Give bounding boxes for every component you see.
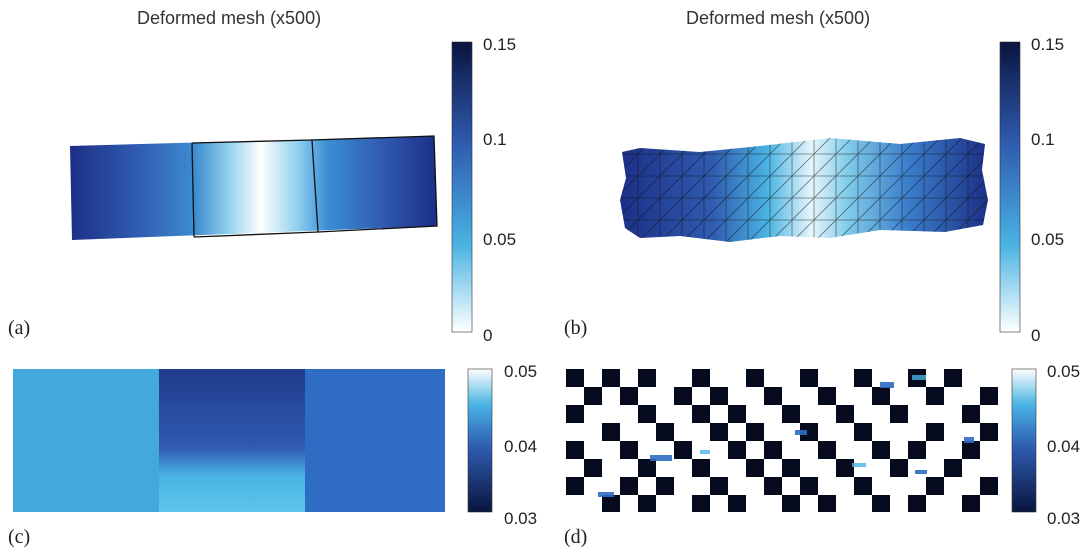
colorbar-a-tick: 0: [483, 326, 493, 345]
colorbar-c-tick: 0.05: [504, 362, 538, 381]
colorbar-a-tick: 0.1: [483, 130, 507, 149]
panel-c-block-middle: [159, 369, 305, 512]
colorbar-b-tick: 0.1: [1031, 130, 1055, 149]
panel-b-label: (b): [564, 317, 588, 339]
panel-d-pattern: [566, 369, 998, 512]
colorbar-a: [451, 41, 473, 333]
panel-c-block-left: [13, 369, 159, 512]
colorbar-c-tick: 0.03: [504, 509, 538, 528]
colorbar-c-tick: 0.04: [504, 437, 538, 456]
panel-a-label: (a): [8, 317, 31, 339]
colorbar-d-tick: 0.04: [1047, 437, 1081, 456]
colorbar-a-tick: 0.05: [483, 230, 517, 249]
colorbar-b: [999, 41, 1021, 333]
colorbar-d-tick: 0.03: [1047, 509, 1081, 528]
colorbar-c: [467, 368, 493, 513]
colorbar-d: [1011, 368, 1037, 513]
panel-b-title: Deformed mesh (x500): [686, 8, 871, 28]
panel-c-block-right: [305, 369, 445, 512]
panel-d-label: (d): [564, 526, 588, 548]
colorbar-b-tick: 0.15: [1031, 35, 1065, 54]
deformed-mesh-a: [70, 136, 437, 240]
colorbar-b-tick: 0.05: [1031, 230, 1065, 249]
colorbar-a-tick: 0.15: [483, 35, 517, 54]
colorbar-d-tick: 0.05: [1047, 362, 1081, 381]
panel-c-label: (c): [8, 526, 31, 548]
colorbar-b-tick: 0: [1031, 326, 1041, 345]
panel-a-title: Deformed mesh (x500): [137, 8, 322, 28]
